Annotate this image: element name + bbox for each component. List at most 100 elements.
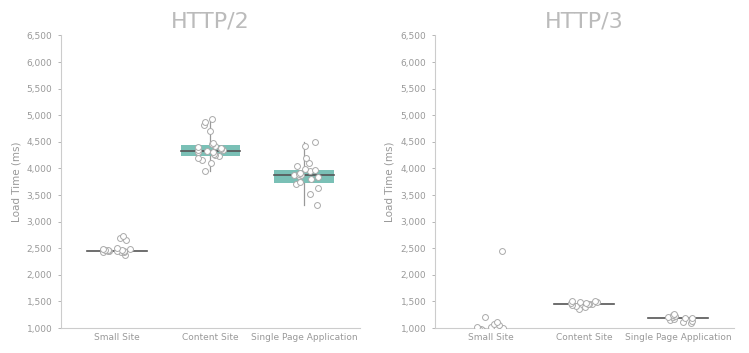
Title: HTTP/2: HTTP/2 xyxy=(171,11,250,31)
Point xyxy=(311,202,323,208)
Point xyxy=(303,191,315,197)
Point xyxy=(206,142,218,147)
Point xyxy=(102,247,114,253)
Point xyxy=(118,252,130,257)
Point xyxy=(111,249,123,254)
Point xyxy=(566,302,578,307)
Point xyxy=(207,140,219,146)
Point xyxy=(582,301,594,306)
Point xyxy=(304,168,316,174)
Point xyxy=(497,325,509,331)
Point xyxy=(471,325,483,330)
Point xyxy=(300,155,312,161)
Point xyxy=(488,321,500,327)
Point xyxy=(204,128,216,134)
Point xyxy=(192,149,204,155)
Point xyxy=(116,247,128,253)
Point xyxy=(488,330,500,336)
Point xyxy=(192,147,204,152)
Point xyxy=(586,301,598,307)
Point xyxy=(192,144,204,150)
Point xyxy=(679,315,691,321)
Point xyxy=(668,311,680,317)
Point xyxy=(583,301,595,307)
Point xyxy=(118,249,130,255)
Point xyxy=(103,248,115,254)
Point xyxy=(476,327,488,333)
Point xyxy=(565,300,577,306)
Point xyxy=(580,300,592,306)
Point xyxy=(209,143,221,149)
Point xyxy=(685,320,697,325)
Point xyxy=(668,316,680,322)
Point xyxy=(309,139,321,145)
Point xyxy=(198,122,210,128)
Point xyxy=(291,163,303,169)
Point xyxy=(566,299,578,304)
Point xyxy=(485,324,497,330)
Point xyxy=(100,247,112,253)
Bar xyxy=(274,169,334,183)
Point xyxy=(667,314,679,320)
Point xyxy=(97,246,109,252)
Point xyxy=(471,331,483,337)
Point xyxy=(491,329,503,335)
Point xyxy=(115,249,127,255)
Point xyxy=(479,315,491,320)
Point xyxy=(293,174,305,179)
Point xyxy=(661,314,673,319)
Point xyxy=(209,152,221,157)
Point xyxy=(117,233,129,239)
Point xyxy=(492,327,504,333)
Point xyxy=(490,326,502,331)
Point xyxy=(312,175,324,180)
Point xyxy=(295,172,307,178)
Point xyxy=(491,319,503,324)
Point xyxy=(574,300,586,305)
Point xyxy=(305,176,317,182)
Point xyxy=(492,332,504,338)
Point xyxy=(120,237,132,243)
Point xyxy=(103,248,115,254)
Point xyxy=(208,151,220,156)
Y-axis label: Load Time (ms): Load Time (ms) xyxy=(385,142,395,222)
Point xyxy=(112,245,124,251)
Point xyxy=(591,299,603,305)
Point xyxy=(686,315,698,321)
Point xyxy=(192,155,204,161)
Point xyxy=(300,143,312,149)
Point xyxy=(290,181,302,187)
Point xyxy=(686,318,698,323)
Point xyxy=(198,119,210,125)
Point xyxy=(198,168,210,173)
Point xyxy=(477,328,489,334)
Point xyxy=(476,327,488,332)
Point xyxy=(497,248,509,254)
Point xyxy=(114,235,126,240)
Point xyxy=(579,304,591,310)
Point xyxy=(678,319,690,324)
Point xyxy=(288,173,300,178)
Point xyxy=(294,179,306,185)
Point xyxy=(217,148,229,153)
Point xyxy=(205,160,217,166)
Point xyxy=(312,185,324,190)
Point xyxy=(299,166,311,172)
Point xyxy=(303,160,315,166)
Point xyxy=(201,149,213,154)
Point xyxy=(294,170,306,175)
Point xyxy=(485,328,497,334)
Point xyxy=(213,153,225,159)
Point xyxy=(667,312,679,318)
Point xyxy=(118,248,130,253)
Point xyxy=(293,171,305,176)
Point xyxy=(669,313,681,319)
Point xyxy=(589,298,601,304)
Point xyxy=(215,145,227,151)
Point xyxy=(494,323,506,328)
Point xyxy=(124,246,136,252)
Title: HTTP/3: HTTP/3 xyxy=(545,11,624,31)
Point xyxy=(215,146,227,152)
Point xyxy=(664,317,676,322)
Point xyxy=(97,250,109,255)
